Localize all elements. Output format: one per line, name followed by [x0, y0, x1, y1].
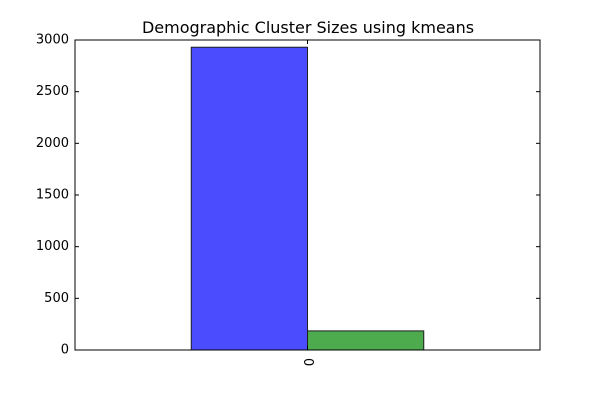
y-tick-label: 2500 — [36, 84, 69, 99]
y-tick-label: 1000 — [36, 239, 69, 254]
y-tick-label: 0 — [61, 343, 69, 358]
y-tick-label: 3000 — [36, 33, 69, 48]
chart-title: Demographic Cluster Sizes using kmeans — [142, 18, 474, 37]
x-tick-label: 0 — [300, 358, 315, 366]
y-tick-label: 1500 — [36, 188, 69, 203]
bars-group — [190, 46, 425, 351]
bar-series-1-cat-0 — [307, 330, 425, 351]
y-tick-label: 2000 — [36, 136, 69, 151]
plot-frame — [74, 39, 541, 351]
bar-series-0-cat-0 — [190, 46, 308, 351]
y-axis: 0 500 1000 1500 2000 2500 3000 — [36, 33, 540, 358]
y-tick-label: 500 — [44, 291, 69, 306]
x-axis: 0 — [300, 40, 315, 366]
